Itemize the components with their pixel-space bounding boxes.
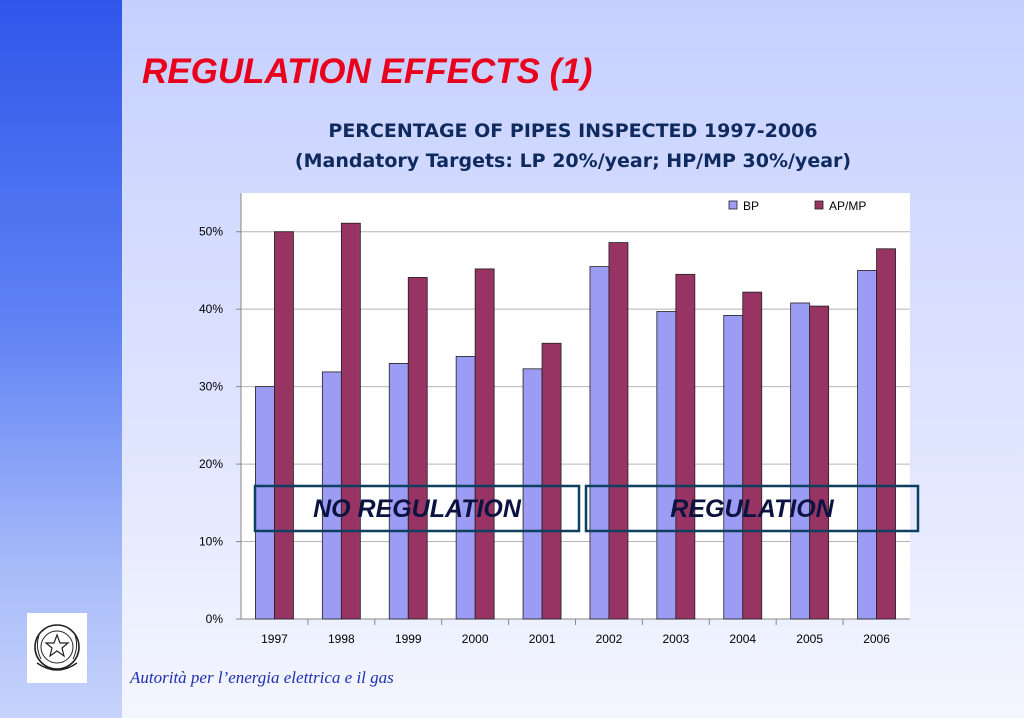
legend-label-ap-mp: AP/MP xyxy=(829,199,866,213)
y-tick-label: 50% xyxy=(199,225,223,239)
y-tick-label: 40% xyxy=(199,302,223,316)
bar-bp-2003 xyxy=(656,311,677,620)
x-tick-label: 1998 xyxy=(328,632,355,646)
bar-ap-mp-2002 xyxy=(608,242,629,620)
y-tick-label: 30% xyxy=(199,380,223,394)
chart-subtitle: (Mandatory Targets: LP 20%/year; HP/MP 3… xyxy=(294,150,852,172)
y-tick-label: 20% xyxy=(199,457,223,471)
bar-ap-mp-2004 xyxy=(742,291,763,620)
bar-ap-mp-1997 xyxy=(274,231,294,620)
bar-bp-2001 xyxy=(522,368,543,620)
bar-bp-2005 xyxy=(790,302,811,620)
italian-republic-emblem-icon xyxy=(27,613,87,683)
bar-bp-2000 xyxy=(455,356,476,620)
slide-title: REGULATION EFFECTS (1) xyxy=(142,52,593,91)
x-tick-label: 2005 xyxy=(796,632,823,646)
x-tick-label: 2002 xyxy=(596,632,623,646)
x-tick-label: 1997 xyxy=(261,632,288,646)
regulation-box xyxy=(584,484,920,533)
bar-bp-1997 xyxy=(255,386,275,620)
authority-footer: Autorità per l’energia elettrica e il ga… xyxy=(130,668,394,687)
x-tick-label: 2004 xyxy=(729,632,756,646)
legend-swatch-ap-mp xyxy=(814,200,824,210)
x-tick-label: 2006 xyxy=(863,632,890,646)
x-tick-label: 1999 xyxy=(395,632,422,646)
no-regulation-label: NO REGULATION xyxy=(313,495,522,523)
bar-ap-mp-1999 xyxy=(407,277,428,620)
x-tick-label: 2003 xyxy=(662,632,689,646)
no-regulation-box xyxy=(253,484,581,533)
bar-ap-mp-2000 xyxy=(474,268,495,620)
x-tick-label: 2001 xyxy=(529,632,556,646)
bar-bp-1999 xyxy=(388,362,409,620)
x-tick-label: 2000 xyxy=(462,632,489,646)
regulation-label: REGULATION xyxy=(670,495,834,523)
bar-ap-mp-2005 xyxy=(809,305,830,620)
bar-ap-mp-2001 xyxy=(541,342,562,620)
bar-ap-mp-2003 xyxy=(675,273,696,620)
bar-bp-2006 xyxy=(857,270,877,620)
legend-swatch-bp xyxy=(728,200,738,210)
bar-bp-2004 xyxy=(723,314,744,620)
legend-label-bp: BP xyxy=(743,199,759,213)
bar-ap-mp-1998 xyxy=(340,222,361,620)
y-tick-label: 0% xyxy=(206,612,224,626)
bar-bp-2002 xyxy=(589,266,610,620)
sidebar-band xyxy=(0,0,122,718)
bar-ap-mp-2006 xyxy=(876,248,896,620)
chart-title: PERCENTAGE OF PIPES INSPECTED 1997-2006 xyxy=(328,120,818,142)
y-tick-label: 10% xyxy=(199,535,223,549)
